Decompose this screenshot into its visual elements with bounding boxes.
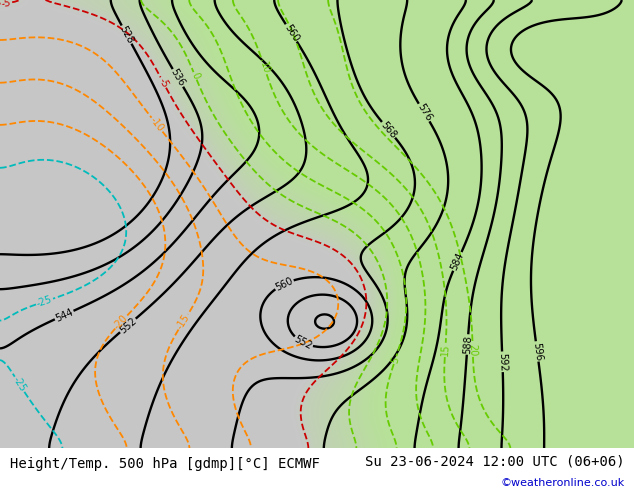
Text: 536: 536 xyxy=(169,68,187,88)
Text: 584: 584 xyxy=(449,251,465,272)
Text: 560: 560 xyxy=(274,275,295,293)
Text: 596: 596 xyxy=(531,342,543,361)
Text: -20: -20 xyxy=(112,313,130,331)
Text: 15: 15 xyxy=(440,343,451,356)
Text: 592: 592 xyxy=(497,352,508,371)
Text: ©weatheronline.co.uk: ©weatheronline.co.uk xyxy=(500,477,624,488)
Text: 552: 552 xyxy=(293,334,314,351)
Text: -25: -25 xyxy=(11,375,28,394)
Text: -25: -25 xyxy=(36,294,54,309)
Text: 552: 552 xyxy=(117,316,138,335)
Text: 560: 560 xyxy=(282,23,301,44)
Text: -15: -15 xyxy=(175,313,191,331)
Text: -5: -5 xyxy=(157,76,170,89)
Text: 5: 5 xyxy=(389,356,401,365)
Text: 544: 544 xyxy=(54,307,75,323)
Text: -10: -10 xyxy=(148,115,166,134)
Text: 588: 588 xyxy=(462,335,473,354)
Text: 568: 568 xyxy=(378,120,398,140)
Text: -5: -5 xyxy=(1,0,12,9)
Text: Height/Temp. 500 hPa [gdmp][°C] ECMWF: Height/Temp. 500 hPa [gdmp][°C] ECMWF xyxy=(10,457,320,471)
Text: Su 23-06-2024 12:00 UTC (06+06): Su 23-06-2024 12:00 UTC (06+06) xyxy=(365,455,624,468)
Text: 528: 528 xyxy=(118,24,136,45)
Text: 576: 576 xyxy=(415,102,433,123)
Text: 20: 20 xyxy=(467,343,478,356)
Text: 0: 0 xyxy=(190,71,201,81)
Text: 10: 10 xyxy=(258,60,271,75)
